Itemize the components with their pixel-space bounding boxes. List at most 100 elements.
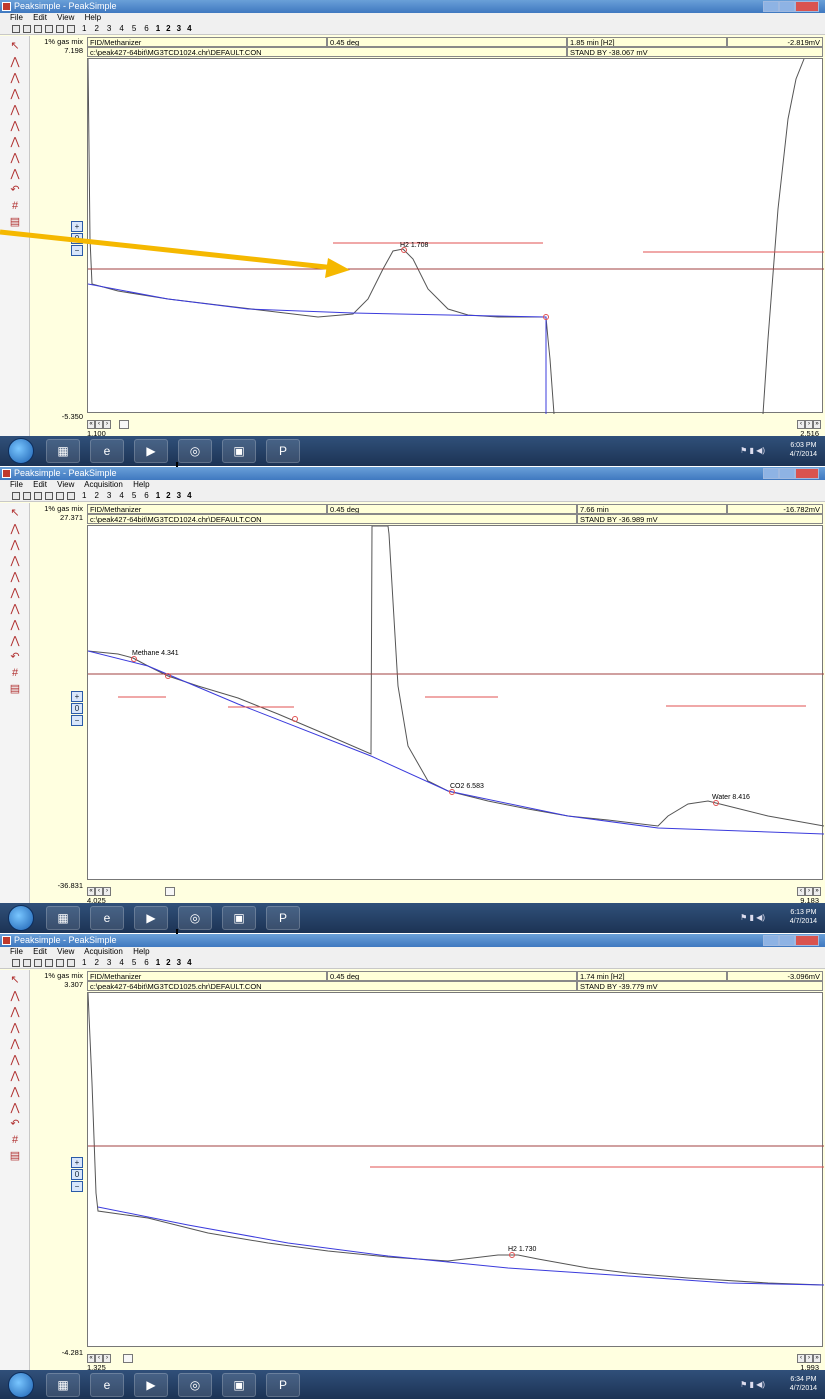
integrate-icon[interactable] xyxy=(56,491,64,500)
channel-3[interactable]: 3 xyxy=(176,958,182,967)
tray-icons[interactable]: ⚑ ▮ ◀) xyxy=(740,913,765,922)
channel-4[interactable]: 4 xyxy=(187,24,192,33)
new-file-icon[interactable] xyxy=(12,491,20,500)
scroll-left-button[interactable]: ‹ xyxy=(797,420,805,429)
open-folder-icon[interactable] xyxy=(23,491,31,500)
chromatogram-icon[interactable]: ⋀ xyxy=(10,56,20,68)
peaksimple-taskbar-icon[interactable]: P xyxy=(266,1373,300,1397)
print-icon[interactable] xyxy=(45,24,53,33)
scroll-left-button[interactable]: ‹ xyxy=(797,887,805,896)
close-button[interactable] xyxy=(794,1,819,12)
menu-acquisition[interactable]: Acquisition xyxy=(84,947,123,956)
undo-icon[interactable]: ↶ xyxy=(10,651,20,663)
save-icon[interactable] xyxy=(34,24,42,33)
zoom-reset-icon[interactable]: 0 xyxy=(71,703,83,714)
tray-icons[interactable]: ⚑ ▮ ◀) xyxy=(740,1380,765,1389)
new-file-icon[interactable] xyxy=(12,958,20,967)
zoom-out-icon[interactable]: − xyxy=(71,1181,83,1192)
chromatogram-icon[interactable]: ⋀ xyxy=(10,635,20,647)
chromatogram-icon[interactable]: ⋀ xyxy=(10,571,20,583)
toolbar-5[interactable]: 5 xyxy=(131,24,137,33)
new-file-icon[interactable] xyxy=(12,24,20,33)
x-scrollbar[interactable]: « ‹ › ‹ › » xyxy=(87,1354,823,1364)
chromatogram-icon[interactable]: ⋀ xyxy=(10,539,20,551)
chromatogram-icon[interactable]: ⋀ xyxy=(10,72,20,84)
menu-help[interactable]: Help xyxy=(84,13,102,22)
toolbar-6[interactable]: 6 xyxy=(144,958,149,967)
integrate-icon[interactable] xyxy=(56,958,64,967)
menu-file[interactable]: File xyxy=(10,480,23,489)
chromatogram-icon[interactable]: ⋀ xyxy=(10,587,20,599)
open-folder-icon[interactable] xyxy=(23,958,31,967)
menu-acquisition[interactable]: Acquisition xyxy=(84,480,123,489)
zoom-in-icon[interactable]: + xyxy=(71,221,83,232)
zoom-out-icon[interactable]: − xyxy=(71,715,83,726)
chromatogram-icon[interactable]: ⋀ xyxy=(10,1102,20,1114)
zoom-in-icon[interactable]: + xyxy=(71,691,83,702)
media-player-icon[interactable]: ▶ xyxy=(134,1373,168,1397)
channel-2[interactable]: 2 xyxy=(166,958,171,967)
toolbar-3[interactable]: 3 xyxy=(106,958,112,967)
scroll-right-button[interactable]: › xyxy=(805,420,813,429)
media-player-icon[interactable]: ▶ xyxy=(134,906,168,930)
scroll-thumb[interactable] xyxy=(165,887,175,896)
grid-icon[interactable]: # xyxy=(11,200,19,212)
scroll-last-button[interactable]: » xyxy=(813,887,821,896)
menu-view[interactable]: View xyxy=(57,947,75,956)
pointer-icon[interactable]: ↖ xyxy=(10,40,20,52)
chromatogram-icon[interactable]: ⋀ xyxy=(10,1038,20,1050)
channel-3[interactable]: 3 xyxy=(176,491,182,500)
minimize-button[interactable] xyxy=(763,468,779,479)
scroll-last-button[interactable]: » xyxy=(813,1354,821,1363)
chromatogram-icon[interactable]: ⋀ xyxy=(10,88,20,100)
zoom-in-icon[interactable]: + xyxy=(71,1157,83,1168)
peaksimple-taskbar-icon[interactable]: P xyxy=(266,906,300,930)
toolbar-1[interactable]: 1 xyxy=(82,491,87,500)
pointer-icon[interactable]: ↖ xyxy=(10,974,20,986)
toolbar-2[interactable]: 2 xyxy=(94,491,99,500)
zoom-reset-icon[interactable]: 0 xyxy=(71,1169,83,1180)
scroll-left-button[interactable]: ‹ xyxy=(95,887,103,896)
ie-icon[interactable]: e xyxy=(90,906,124,930)
grid-icon[interactable]: # xyxy=(11,667,19,679)
chromatogram-icon[interactable]: ⋀ xyxy=(10,104,20,116)
chromatogram-icon[interactable]: ⋀ xyxy=(10,1086,20,1098)
chromatogram-icon[interactable]: ⋀ xyxy=(10,1070,20,1082)
media-player-icon[interactable]: ▶ xyxy=(134,439,168,463)
chromatogram-icon[interactable]: ⋀ xyxy=(10,168,20,180)
chromatogram-icon[interactable]: ⋀ xyxy=(10,990,20,1002)
x-scrollbar[interactable]: « ‹ › ‹ › » xyxy=(87,420,823,430)
minimize-button[interactable] xyxy=(763,1,779,12)
channel-1[interactable]: 1 xyxy=(155,491,161,500)
scroll-first-button[interactable]: « xyxy=(87,887,95,896)
undo-icon[interactable]: ↶ xyxy=(10,184,20,196)
print-icon[interactable] xyxy=(45,491,53,500)
app-icon[interactable]: ▣ xyxy=(222,439,256,463)
menu-view[interactable]: View xyxy=(57,13,75,22)
toolbar-5[interactable]: 5 xyxy=(131,491,137,500)
pointer-icon[interactable]: ↖ xyxy=(10,507,20,519)
menu-edit[interactable]: Edit xyxy=(33,947,47,956)
toolbar-4[interactable]: 4 xyxy=(119,24,124,33)
scroll-first-button[interactable]: « xyxy=(87,420,95,429)
table-icon[interactable]: ▤ xyxy=(9,1150,21,1162)
menu-help[interactable]: Help xyxy=(133,947,150,956)
chromatogram-icon[interactable]: ⋀ xyxy=(10,619,20,631)
toolbar-3[interactable]: 3 xyxy=(106,491,112,500)
clock[interactable]: 6:13 PM 4/7/2014 xyxy=(790,908,817,926)
toolbar-2[interactable]: 2 xyxy=(94,24,99,33)
chromatogram-icon[interactable]: ⋀ xyxy=(10,136,20,148)
scroll-first-button[interactable]: « xyxy=(87,1354,95,1363)
clock[interactable]: 6:34 PM 4/7/2014 xyxy=(790,1375,817,1393)
menu-view[interactable]: View xyxy=(57,480,75,489)
scroll-right-button[interactable]: › xyxy=(103,420,111,429)
explorer-icon[interactable]: ▦ xyxy=(46,1373,80,1397)
scroll-thumb[interactable] xyxy=(123,1354,133,1363)
channel-1[interactable]: 1 xyxy=(155,24,161,33)
scroll-left-button[interactable]: ‹ xyxy=(95,420,103,429)
scroll-thumb[interactable] xyxy=(119,420,129,429)
scroll-right-button[interactable]: › xyxy=(805,1354,813,1363)
table-icon[interactable]: ▤ xyxy=(9,683,21,695)
save-icon[interactable] xyxy=(34,491,42,500)
chromatogram-icon[interactable]: ⋀ xyxy=(10,1006,20,1018)
